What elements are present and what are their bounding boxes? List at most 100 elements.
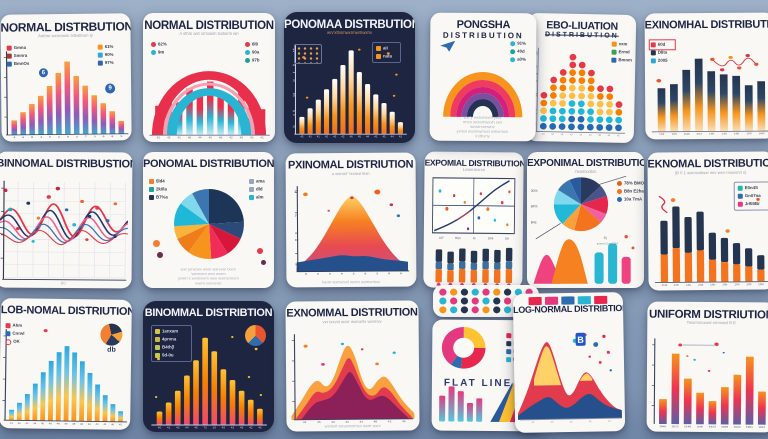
legend-label: 2005 bbox=[657, 58, 668, 64]
svg-text:8: 8 bbox=[31, 135, 33, 138]
chart-svg-archbar: 42 45 41 48 44 40 46 42 45 43 41 bbox=[149, 71, 270, 139]
legend-item: alm bbox=[249, 194, 270, 201]
legend-label: Jr8l0Br bbox=[744, 201, 760, 207]
legend-label: 40d bbox=[517, 49, 525, 54]
svg-text:45: 45 bbox=[240, 136, 244, 139]
legend-swatch bbox=[149, 187, 154, 192]
card-fineprint: u wxmxr' txxmxrmxn bbox=[331, 171, 370, 176]
legend-swatch bbox=[6, 53, 12, 59]
legend-item: 2005 bbox=[650, 57, 674, 64]
svg-text:44: 44 bbox=[185, 426, 189, 429]
chart-svg-dotgrid bbox=[439, 288, 533, 314]
svg-text:18s: 18s bbox=[686, 283, 692, 287]
legend-label: 61% bbox=[104, 44, 114, 50]
legend-label: 1anxam bbox=[162, 329, 179, 334]
card-title-line2: DISTRIBUTION bbox=[544, 31, 619, 40]
legend-label: BmnOs bbox=[13, 61, 30, 67]
legend-label: 10a TmA bbox=[624, 197, 643, 202]
chart-arch bbox=[439, 59, 527, 120]
svg-text:42: 42 bbox=[388, 420, 392, 423]
chart-svg-mountain: 41 45 43 42 44 46 42 45 bbox=[291, 334, 415, 424]
card-title: NORMAL DISTRBUTION bbox=[0, 20, 131, 35]
svg-text:42: 42 bbox=[157, 136, 161, 139]
chart-svg-dotcols: 43 44 45 42 44 43 45 44 42 54 52 50 48 45 41 bbox=[534, 47, 625, 137]
legend-right: 6l0 90a 97b bbox=[245, 41, 264, 64]
legend-item: 97% bbox=[97, 59, 119, 66]
card-title: UNIFORM DISTRIUTION bbox=[649, 308, 768, 322]
legend-right: 61% 90% 97% bbox=[97, 43, 119, 66]
annotation-text: FLAT LINE bbox=[443, 377, 513, 390]
legend-swatch bbox=[249, 195, 254, 200]
svg-text:amrrtm CmxQ B4: amrrtm CmxQ B4 bbox=[597, 242, 619, 246]
svg-text:45: 45 bbox=[598, 134, 601, 137]
legend-swatch bbox=[617, 181, 622, 186]
svg-text:45: 45 bbox=[333, 135, 337, 138]
legend-item: 61% bbox=[97, 43, 119, 50]
svg-text:44: 44 bbox=[33, 422, 37, 425]
card-fineprint: Twxrmxvxwxl-xrmxwxl B.E bbox=[686, 320, 736, 326]
legend-swatch bbox=[97, 52, 103, 58]
legend-item: B4th(l bbox=[155, 344, 188, 351]
svg-text:46: 46 bbox=[219, 136, 223, 139]
svg-text:6: 6 bbox=[103, 135, 105, 138]
legend-label: a0% bbox=[517, 57, 526, 62]
chart-lognormal: 40 45 4p 45 42 bbox=[516, 322, 622, 424]
svg-text:1967: 1967 bbox=[758, 425, 765, 428]
legend-label: Bmnm bbox=[618, 58, 632, 63]
card-fineprint: vxr txxvxt wxxr wxmxrtx wxrmxv bbox=[322, 319, 382, 325]
chart-svg-bar: 40 41 43 44 45 72 10 45 42 45 42 45 bbox=[151, 336, 267, 429]
card-title: PXINOMAL DISTRIUTION bbox=[287, 159, 414, 172]
svg-text:42: 42 bbox=[249, 426, 253, 429]
svg-text:52: 52 bbox=[536, 66, 540, 69]
svg-text:43: 43 bbox=[542, 133, 545, 136]
card-title: EKNOMAL DISTRIBUTION bbox=[647, 158, 768, 171]
legend-swatch bbox=[6, 45, 12, 51]
legend-label: aii bbox=[383, 46, 388, 51]
svg-text:5: 5 bbox=[295, 263, 297, 267]
card-title: LOB-NOMAL DISTRIUTION bbox=[0, 305, 132, 318]
dot-icon bbox=[257, 248, 263, 254]
card-title: EXPOMIAL DISTRIBUTION bbox=[424, 158, 524, 169]
legend-right: 78% BMO B8n E2ha 10a TmA bbox=[617, 180, 644, 203]
caption-line: kxrm wxmxrvxl wxrm wxmxrmxv bbox=[322, 280, 381, 285]
paper-plane-icon bbox=[440, 41, 455, 52]
chart-quadstack: 1KF 8010 4b 2846 294 bbox=[428, 176, 518, 287]
card-captions: wxmxrt wxvxmxrmxv wxm wxrv bbox=[318, 424, 389, 429]
legend-swatch bbox=[650, 58, 656, 64]
chart-svg-quadstack: 1KF 8010 4b 2846 294 bbox=[431, 177, 516, 287]
chart-svg-arch bbox=[443, 72, 523, 118]
legend-item: E0n4S bbox=[737, 184, 768, 191]
legend-item: Ahm bbox=[5, 322, 32, 329]
svg-text:45: 45 bbox=[258, 426, 262, 429]
caption-line: yxmxl wxxmwmxxl wmxrmxn x'xthvny bbox=[456, 129, 509, 139]
svg-text:45: 45 bbox=[167, 136, 171, 139]
chart-svg-lognormal: 40 45 4p 45 42 bbox=[517, 333, 622, 424]
legend-item: Gmna bbox=[6, 44, 39, 51]
svg-text:1M5: 1M5 bbox=[684, 132, 691, 135]
legend-swatch bbox=[6, 61, 12, 67]
legend-label: 97% bbox=[104, 60, 114, 66]
legend-label: Gn07na bbox=[744, 193, 761, 199]
legend-label: E0n4S bbox=[744, 185, 759, 191]
svg-text:45: 45 bbox=[240, 426, 244, 429]
card-exinomhal-distribution: EXINOMHAL DISTRIBUTION 104 105 1M5 204 195 145… bbox=[644, 12, 768, 140]
b-glyph-icon: B bbox=[575, 332, 586, 346]
legend-label: 97b bbox=[252, 58, 260, 63]
chart-svg-bar: 1945 2012 2148 649 1923 1929 1943 1961 1967 bbox=[651, 338, 766, 428]
card-title: EXNOMMAL DISTRIUTION bbox=[286, 307, 418, 320]
svg-text:44: 44 bbox=[88, 423, 92, 426]
svg-text:2012: 2012 bbox=[672, 425, 679, 428]
svg-text:48: 48 bbox=[72, 423, 76, 426]
svg-text:43: 43 bbox=[176, 426, 180, 429]
legend-label: 62% bbox=[158, 42, 167, 47]
svg-text:45: 45 bbox=[41, 422, 45, 425]
svg-text:19b: 19b bbox=[746, 282, 752, 286]
card-normal-distribution-2: NORMAL DISTRIBUTION A sthm wxt xrmxwm txx… bbox=[143, 13, 275, 142]
svg-text:42: 42 bbox=[341, 135, 345, 138]
legend-item: nata bbox=[376, 53, 397, 60]
svg-text:0: 0 bbox=[317, 272, 319, 275]
svg-text:105: 105 bbox=[672, 132, 678, 135]
legend-label: Gmna bbox=[13, 45, 27, 51]
legend-left: 60d Dllts 2005 bbox=[648, 39, 676, 64]
svg-text:5: 5 bbox=[376, 272, 378, 276]
